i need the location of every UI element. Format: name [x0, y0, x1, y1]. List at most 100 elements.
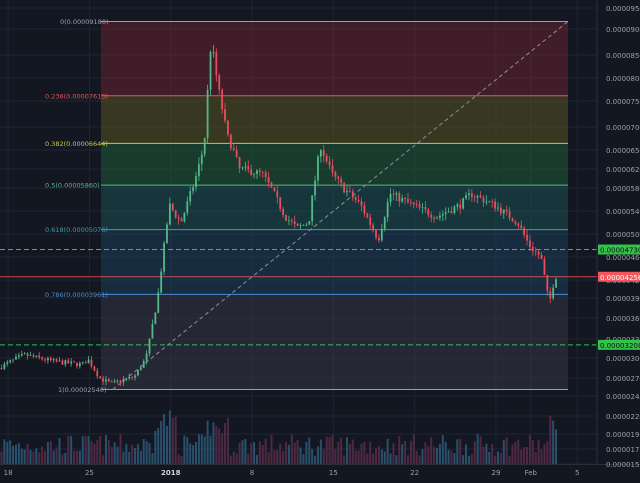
volume-bar	[122, 451, 125, 464]
volume-bar	[17, 443, 20, 464]
support-price-badge-label: 0.00004730	[600, 247, 640, 255]
candle-body	[107, 379, 110, 382]
candle-body	[517, 223, 520, 226]
candle-body	[131, 376, 134, 378]
candle-body	[102, 378, 104, 382]
price-tick-label: 0.00005800	[606, 185, 640, 193]
volume-bar	[494, 455, 497, 464]
candle-body	[229, 134, 232, 149]
volume-bar	[35, 448, 38, 464]
price-tick-label: 0.00009500	[606, 5, 640, 13]
price-badges: 0.00004730 0.00003208 0.00004256	[598, 244, 640, 350]
volume-bar	[488, 451, 491, 464]
candle-body	[398, 193, 401, 202]
volume-bar	[372, 453, 375, 464]
candle-body	[76, 362, 78, 367]
candle-body	[84, 362, 87, 364]
volume-bar	[276, 449, 279, 464]
candle-body	[343, 182, 345, 193]
fib-zone	[101, 21, 568, 96]
volume-bar	[386, 438, 389, 464]
volume-bar	[52, 450, 55, 464]
volume-bar	[531, 440, 534, 464]
volume-bar	[75, 450, 78, 464]
price-tick-label: 0.00006200	[606, 166, 640, 174]
volume-bar	[183, 435, 186, 464]
candle-body	[61, 360, 64, 365]
fibonacci-retracement[interactable]: 0(0.00009180) 0.236(0.00007613) 0.382(0.00…	[45, 18, 569, 394]
volume-bar	[395, 455, 398, 464]
candle-body	[415, 204, 418, 205]
candle-body	[317, 156, 319, 181]
volume-bar	[427, 446, 430, 464]
candle-body	[534, 250, 537, 252]
volume-bar	[537, 439, 540, 464]
volume-bar	[174, 416, 177, 464]
price-tick-label: 0.00003000	[606, 355, 640, 363]
candle-body	[555, 279, 557, 288]
volume-bar	[404, 440, 407, 464]
volume-bar	[375, 447, 378, 464]
candle-body	[311, 195, 314, 222]
candle-body	[41, 357, 44, 360]
volume-bar	[467, 455, 470, 464]
candle-body	[537, 251, 540, 255]
candle-body	[465, 195, 467, 199]
candle-body	[404, 197, 406, 200]
volume-bar	[447, 449, 450, 464]
price-tick-label: 0.00003600	[606, 315, 640, 323]
candle-body	[218, 75, 221, 90]
candle-body	[479, 195, 482, 198]
volume-bar	[12, 445, 15, 464]
candle-body	[334, 172, 337, 177]
volume-bar	[84, 435, 87, 464]
volume-bar	[136, 444, 139, 464]
candle-body	[256, 170, 258, 174]
volume-bar	[354, 450, 357, 464]
candle-body	[55, 359, 58, 362]
volume-bar	[441, 435, 444, 464]
volume-bar	[171, 417, 174, 464]
fib-level-label: 0(0.00009180)	[60, 18, 109, 26]
candle-body	[177, 217, 180, 219]
volume-bar	[145, 441, 148, 464]
volume-bar	[110, 447, 113, 464]
time-axis[interactable]: 18 25 2018 8 15 22 29 Feb 5	[4, 469, 580, 477]
volume-bar	[226, 417, 229, 464]
volume-bar	[270, 435, 273, 464]
time-tick-label: 22	[410, 469, 419, 477]
candle-body	[3, 363, 6, 369]
candle-body	[441, 214, 444, 216]
volume-bar	[505, 437, 508, 464]
volume-bar	[369, 441, 372, 464]
candle-body	[64, 360, 67, 365]
candle-body	[180, 218, 183, 222]
volume-bar	[203, 436, 206, 464]
candle-body	[351, 191, 354, 198]
volume-bar	[165, 425, 168, 464]
candle-body	[369, 217, 372, 225]
volume-bar	[409, 440, 412, 464]
volume-bar	[180, 455, 183, 464]
candle-body	[529, 240, 531, 248]
support-lines[interactable]	[0, 249, 597, 346]
volume-bar	[215, 425, 218, 464]
volume-bar	[157, 428, 160, 464]
candle-body	[456, 204, 459, 207]
candle-body	[142, 360, 145, 368]
volume-bar	[363, 442, 366, 464]
candle-body	[395, 193, 398, 195]
candle-body	[44, 359, 46, 361]
volume-bar	[197, 434, 200, 464]
candle-body	[209, 52, 212, 90]
volume-bar	[325, 436, 328, 464]
price-axis[interactable]: 0.00009500 0.00009000 0.00008500 0.00008000…	[606, 5, 640, 469]
price-tick-label: 0.00003900	[606, 295, 640, 303]
volume-bar	[549, 415, 552, 464]
volume-bar	[293, 442, 296, 464]
volume-bar	[119, 434, 122, 464]
volume-bar	[380, 449, 383, 464]
